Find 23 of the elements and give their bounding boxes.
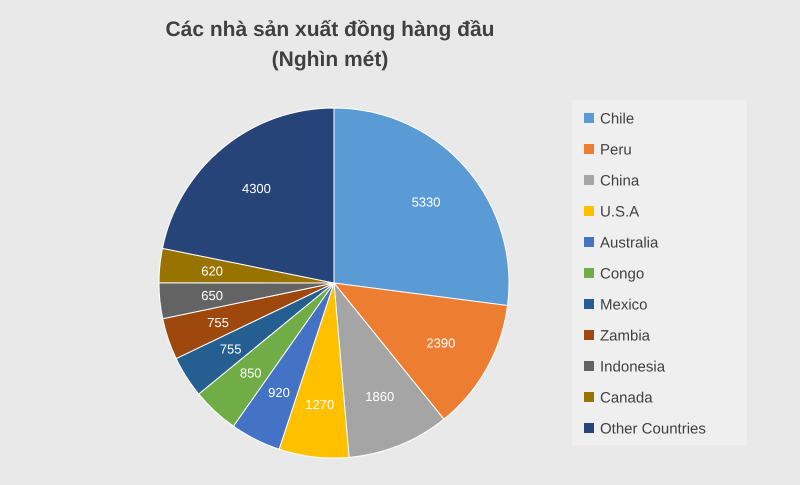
legend-label: Peru [600, 141, 632, 158]
legend-label: Mexico [600, 296, 648, 314]
data-label: 5330 [412, 194, 440, 210]
data-label: 1860 [365, 389, 394, 404]
data-label: 920 [268, 385, 290, 400]
data-label: 4300 [242, 180, 271, 196]
data-label: 1270 [305, 397, 334, 412]
legend-label: Other Countries [600, 420, 706, 438]
legend-label: Chile [600, 110, 634, 128]
data-label: 650 [201, 288, 223, 304]
legend-label: Zambia [600, 327, 651, 344]
legend-label: Congo [600, 265, 644, 282]
data-label: 620 [201, 263, 223, 278]
legend-label: Indonesia [600, 358, 666, 376]
data-label: 2390 [426, 335, 456, 350]
chart-title: Các nhà sản xuất đồng hàng đầu (Nghìn mét) [165, 18, 495, 71]
data-label: 755 [207, 314, 229, 330]
data-label: 850 [240, 365, 262, 380]
legend-label: China [600, 172, 640, 190]
legend-label: U.S.A [600, 203, 640, 220]
legend-label: Canada [600, 389, 654, 406]
data-label: 755 [220, 341, 242, 356]
legend-label: Australia [600, 234, 660, 252]
